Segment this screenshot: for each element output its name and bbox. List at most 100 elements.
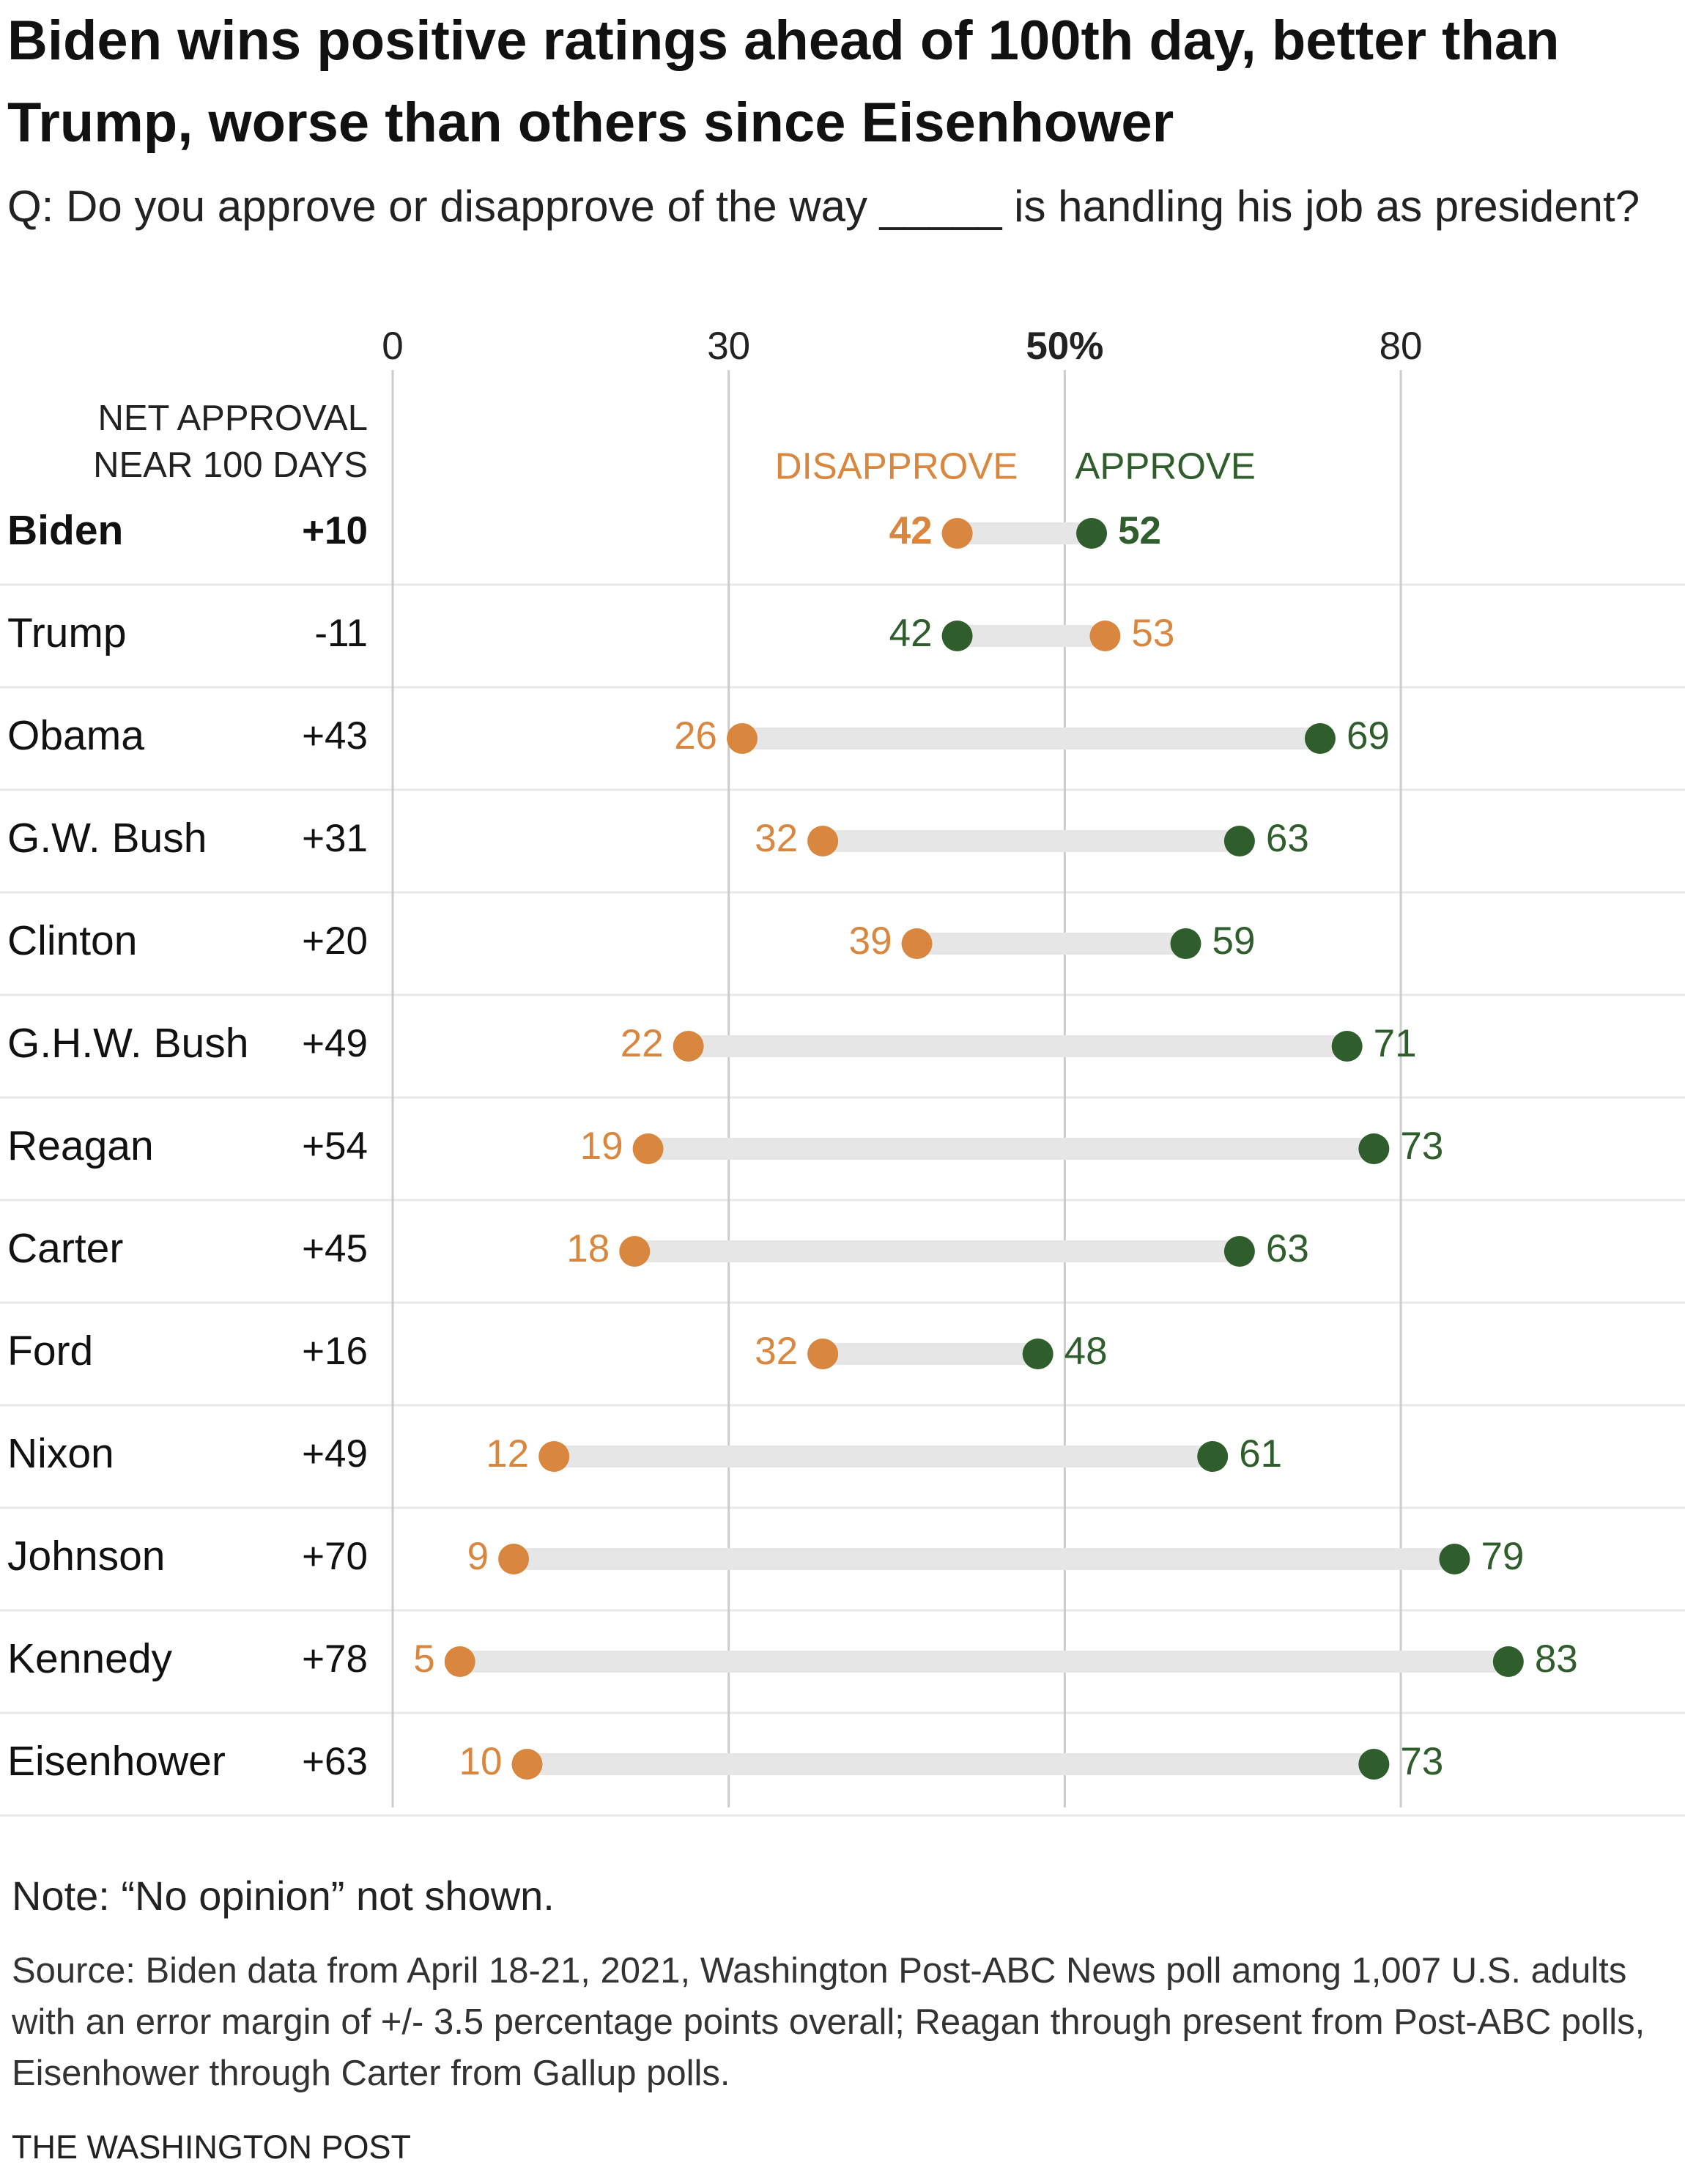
range-bar — [742, 728, 1320, 749]
title: Biden wins positive ratings ahead of 100… — [7, 10, 1560, 154]
range-bar — [514, 1548, 1455, 1570]
x-tick-label: 0 — [382, 325, 403, 368]
net-label: +49 — [302, 1022, 368, 1065]
dot — [1304, 723, 1336, 754]
value-label: 73 — [1400, 1740, 1443, 1783]
net-label: +49 — [302, 1432, 368, 1476]
category-label: Clinton — [7, 917, 137, 964]
range-bar — [459, 1651, 1508, 1673]
range-bar — [823, 830, 1240, 852]
x-tick-label: 50% — [1026, 325, 1103, 368]
value-label: 22 — [621, 1022, 664, 1065]
dot — [1076, 518, 1108, 549]
net-label: +43 — [302, 714, 368, 758]
category-label: G.H.W. Bush — [7, 1020, 248, 1067]
x-tick-label: 30 — [707, 325, 750, 368]
value-label: 69 — [1347, 714, 1390, 758]
dot — [1223, 1236, 1255, 1267]
value-label: 12 — [486, 1432, 529, 1476]
dot — [807, 826, 839, 856]
category-label: Biden — [7, 507, 123, 554]
category-label: Reagan — [7, 1122, 154, 1169]
net-label: +16 — [302, 1330, 368, 1373]
net-label: +70 — [302, 1535, 368, 1578]
dot — [511, 1749, 543, 1780]
value-label: 53 — [1131, 612, 1174, 655]
dot — [1358, 1749, 1390, 1780]
value-label: 32 — [755, 1330, 798, 1373]
value-label: 79 — [1481, 1535, 1524, 1578]
net-label: +54 — [302, 1125, 368, 1168]
value-label: 42 — [889, 612, 933, 655]
range-bar — [554, 1445, 1213, 1467]
value-label: 61 — [1239, 1432, 1282, 1476]
range-bar — [957, 522, 1092, 544]
value-label: 59 — [1212, 919, 1255, 963]
dot — [673, 1031, 704, 1062]
dot — [807, 1339, 839, 1369]
dot — [901, 928, 933, 959]
dot — [1170, 928, 1201, 959]
value-label: 42 — [889, 509, 933, 552]
value-label: 32 — [755, 817, 798, 860]
category-label: G.W. Bush — [7, 815, 207, 862]
dot — [1439, 1544, 1470, 1574]
category-label: Ford — [7, 1328, 93, 1374]
subtitle: Q: Do you approve or disapprove of the w… — [7, 182, 1640, 231]
net-label: +31 — [302, 817, 368, 860]
range-bar — [957, 625, 1106, 647]
dot — [1022, 1339, 1053, 1369]
category-label: Trump — [7, 610, 127, 656]
dot — [941, 621, 973, 651]
dot — [727, 723, 758, 754]
value-label: 63 — [1266, 1227, 1309, 1270]
value-label: 39 — [849, 919, 892, 963]
dot — [1197, 1441, 1229, 1472]
chart: 0 30 50% 80 NET APPROVAL NEAR 100 DAYS DISAPPR… — [0, 325, 1685, 1817]
category-label: Nixon — [7, 1430, 114, 1477]
dot — [1089, 621, 1121, 651]
dot — [498, 1544, 530, 1574]
net-label: +63 — [302, 1740, 368, 1783]
value-label: 52 — [1118, 509, 1161, 552]
value-label: 48 — [1064, 1330, 1108, 1373]
dot — [619, 1236, 651, 1267]
net-label: +10 — [302, 509, 368, 552]
note: Note: “No opinion” not shown. — [12, 1873, 555, 1919]
category-label: Carter — [7, 1225, 123, 1272]
net-label: +45 — [302, 1227, 368, 1270]
dot — [1492, 1646, 1524, 1677]
x-tick-label: 80 — [1380, 325, 1423, 368]
legend-label: APPROVE — [1075, 445, 1256, 486]
source: Source: Biden data from April 18-21, 202… — [12, 1951, 1645, 2093]
range-bar — [648, 1138, 1374, 1160]
value-label: 9 — [467, 1535, 489, 1578]
value-label: 5 — [413, 1637, 434, 1681]
value-label: 83 — [1535, 1637, 1578, 1681]
range-bar — [916, 933, 1186, 955]
dot — [1358, 1133, 1390, 1164]
credit: THE WASHINGTON POST — [12, 2128, 412, 2166]
category-label: Kennedy — [7, 1635, 173, 1682]
value-label: 63 — [1266, 817, 1309, 860]
legend-label: DISAPPROVE — [775, 445, 1018, 486]
category-label: Obama — [7, 712, 144, 759]
value-label: 10 — [459, 1740, 503, 1783]
range-bar — [527, 1753, 1374, 1775]
net-label: +20 — [302, 919, 368, 963]
net-label: -11 — [314, 612, 368, 655]
dot — [1223, 826, 1255, 856]
value-label: 71 — [1374, 1022, 1417, 1065]
value-label: 26 — [674, 714, 717, 758]
range-bar — [688, 1035, 1347, 1057]
net-header: NEAR 100 DAYS — [93, 445, 368, 485]
dot — [1331, 1031, 1363, 1062]
value-label: 73 — [1400, 1125, 1443, 1168]
dot — [444, 1646, 475, 1677]
category-label: Eisenhower — [7, 1738, 226, 1785]
value-label: 18 — [566, 1227, 610, 1270]
range-bar — [634, 1240, 1240, 1262]
net-header: NET APPROVAL — [97, 399, 368, 438]
dot — [632, 1133, 664, 1164]
